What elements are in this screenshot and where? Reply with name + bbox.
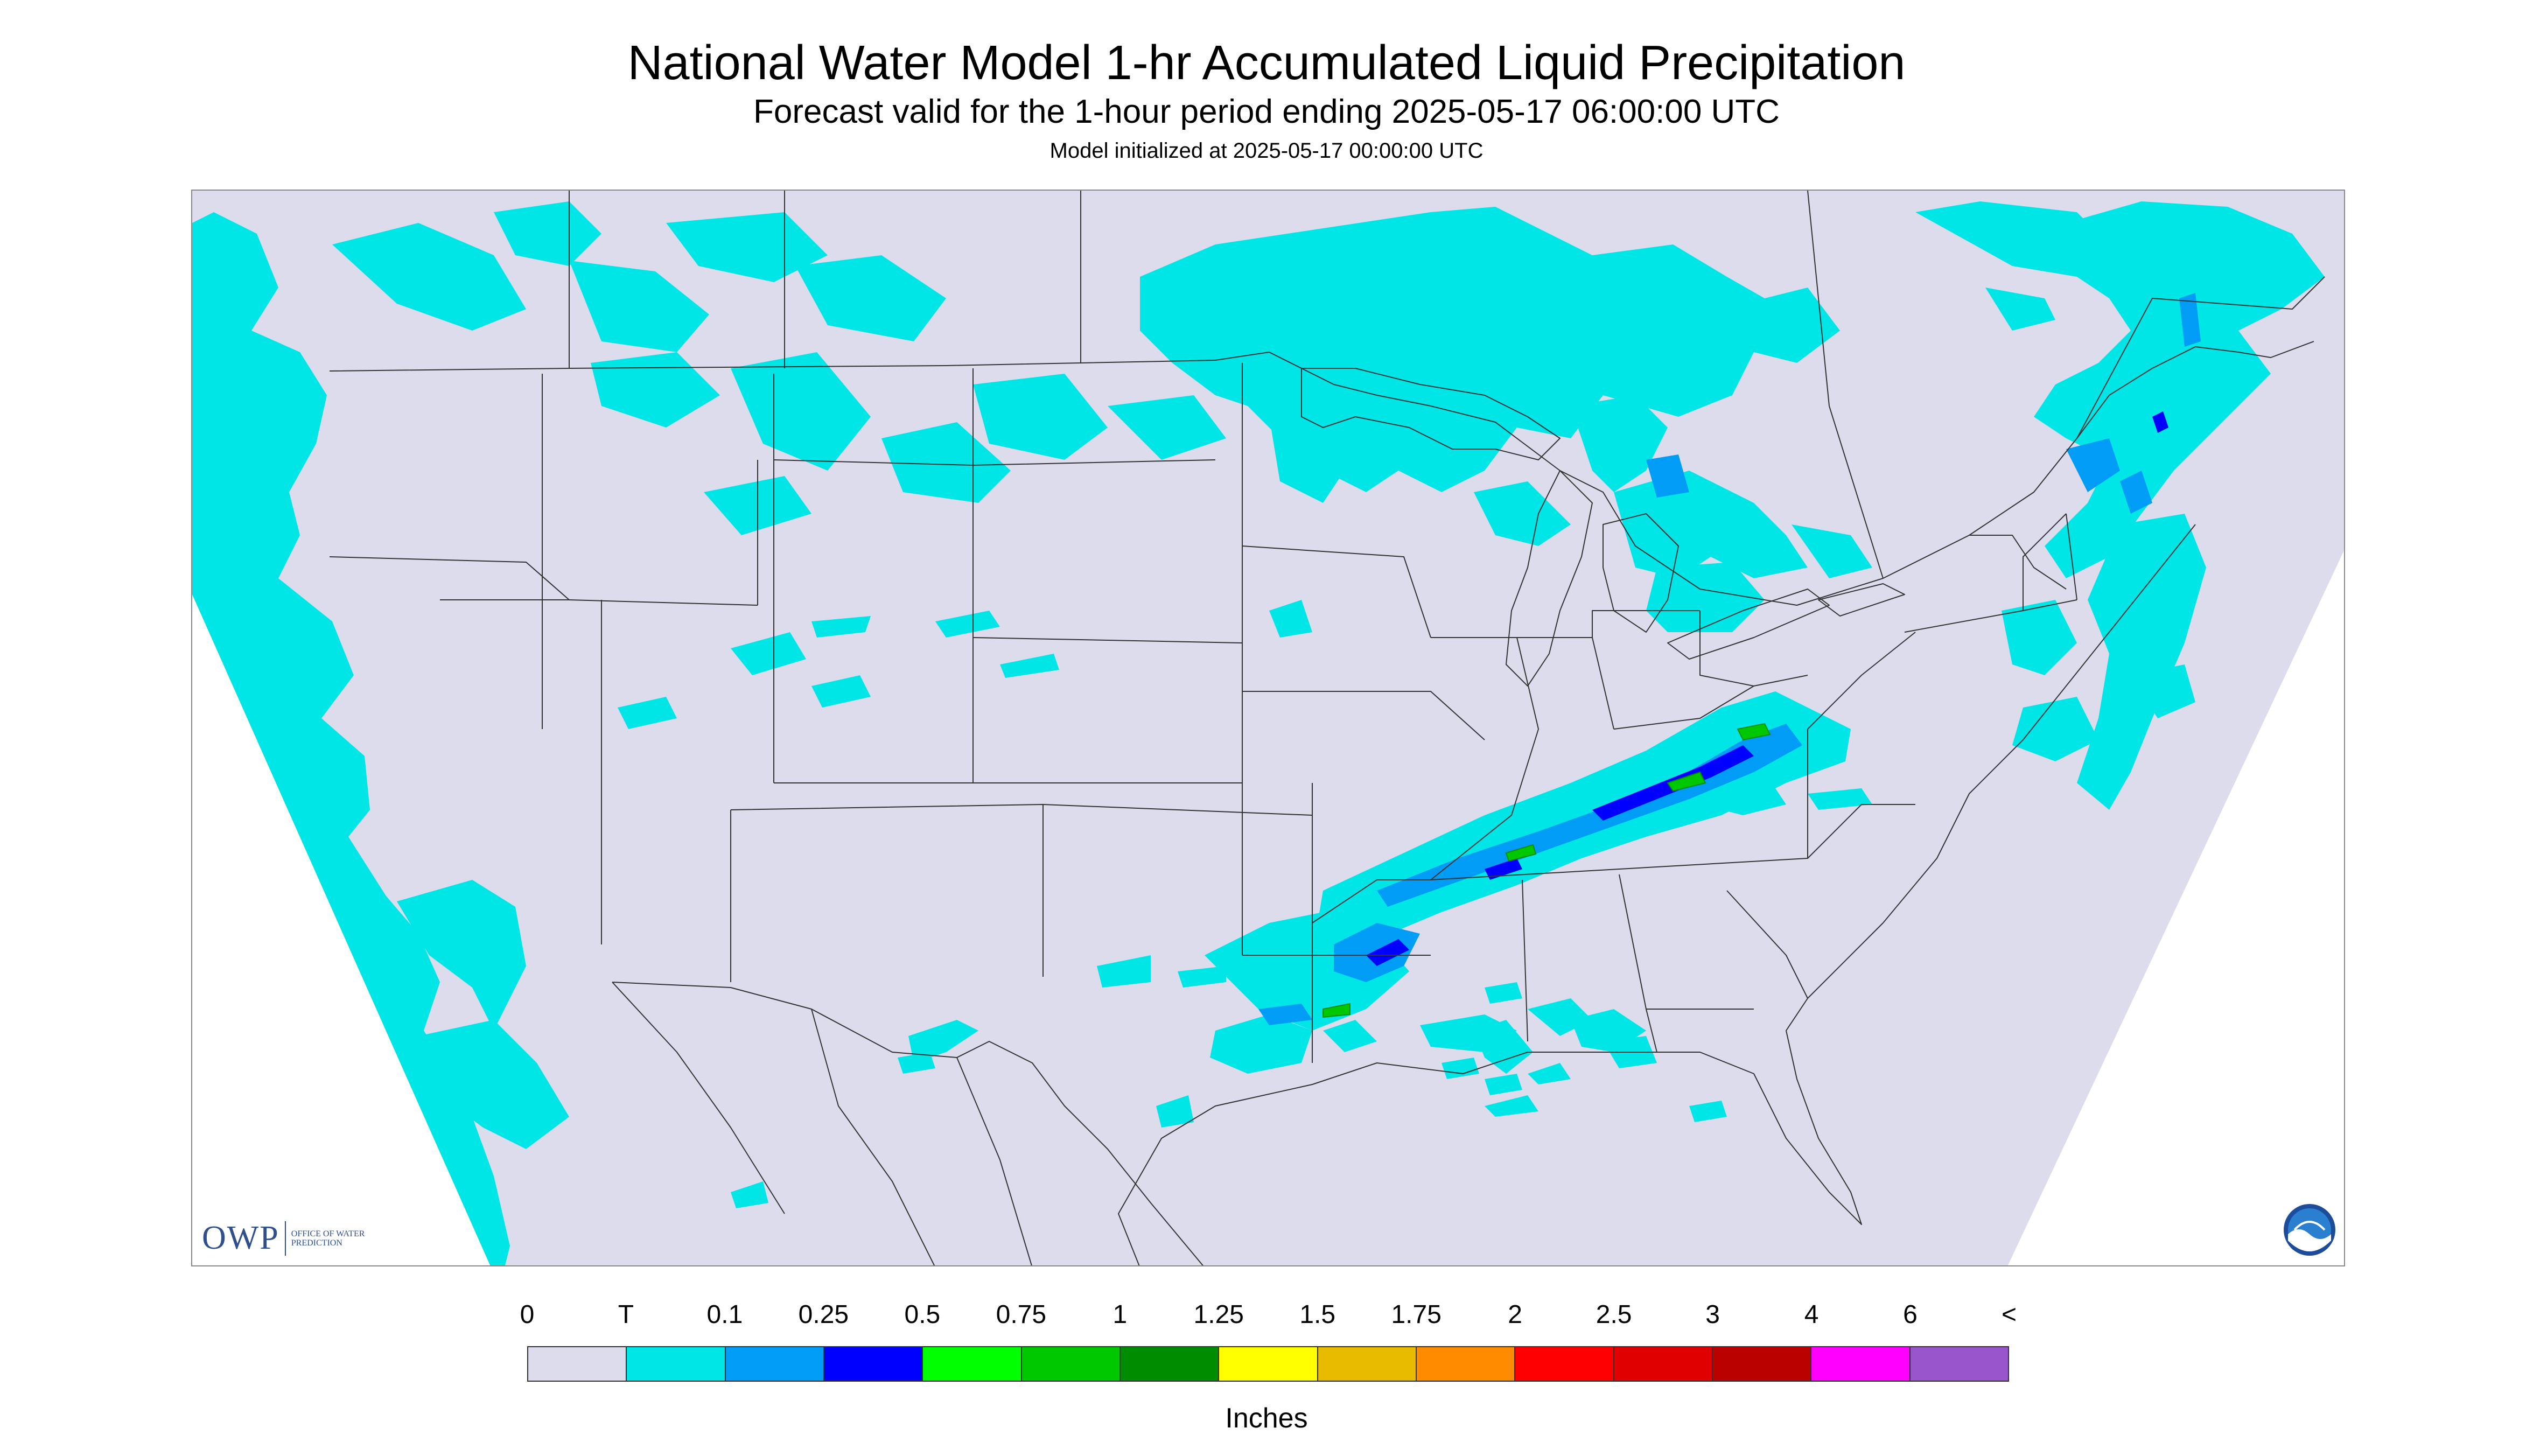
owp-logo-divider — [284, 1221, 286, 1256]
political-boundaries — [329, 191, 2325, 1265]
model-domain — [192, 191, 2344, 1265]
legend-swatch — [1120, 1347, 1220, 1381]
legend-swatch — [1910, 1347, 2008, 1381]
legend-swatch — [824, 1347, 923, 1381]
legend-tick-label: 4 — [1804, 1300, 1819, 1329]
legend-tick-label: T — [618, 1300, 634, 1329]
legend-swatch — [1811, 1347, 1911, 1381]
model-init-note: Model initialized at 2025-05-17 00:00:00… — [1049, 139, 1484, 163]
legend-tick-label: 3 — [1705, 1300, 1720, 1329]
precip-light-areas — [192, 201, 2325, 1265]
legend-swatch — [1416, 1347, 1516, 1381]
owp-logo-abbrev: OWP — [202, 1220, 279, 1256]
legend-swatch — [1712, 1347, 1812, 1381]
legend-tick-label: < — [2001, 1300, 2017, 1329]
legend-tick-label: 0.5 — [904, 1300, 941, 1329]
legend-tick-label: 0.25 — [798, 1300, 849, 1329]
legend-swatch — [1318, 1347, 1417, 1381]
owp-logo: OWP OFFICE OF WATER PREDICTION — [202, 1219, 367, 1257]
precip-very-heavy-areas — [1323, 723, 1771, 1018]
precipitation-map: OWP OFFICE OF WATER PREDICTION — [191, 190, 2345, 1266]
legend-colorbar — [527, 1346, 2009, 1382]
legend-tick-labels: 0 T 0.1 0.25 0.5 0.75 1 1.25 1.5 1.75 2 2.5 3 4 6 < — [0, 1300, 2533, 1332]
legend-tick-label: 2 — [1508, 1300, 1523, 1329]
map-subtitle: Forecast valid for the 1-hour period end… — [753, 93, 1780, 130]
legend-tick-label: 1 — [1112, 1300, 1128, 1329]
legend-tick-label: 2.5 — [1596, 1300, 1632, 1329]
owp-logo-fullname: OFFICE OF WATER PREDICTION — [291, 1229, 365, 1248]
legend-tick-label: 0 — [520, 1300, 535, 1329]
legend-swatch — [1614, 1347, 1713, 1381]
legend-swatch — [1021, 1347, 1121, 1381]
legend-tick-label: 1.75 — [1391, 1300, 1442, 1329]
legend-units-label: Inches — [1225, 1403, 1308, 1434]
legend-tick-label: 1.25 — [1193, 1300, 1244, 1329]
legend-tick-label: 0.75 — [996, 1300, 1047, 1329]
legend-swatch — [528, 1347, 627, 1381]
map-title: National Water Model 1-hr Accumulated Li… — [627, 36, 1906, 90]
legend-tick-label: 6 — [1903, 1300, 1918, 1329]
legend-swatch — [1515, 1347, 1614, 1381]
legend-tick-label: 1.5 — [1299, 1300, 1336, 1329]
legend-swatch — [1219, 1347, 1318, 1381]
legend-swatch — [923, 1347, 1022, 1381]
noaa-logo — [2284, 1204, 2335, 1256]
legend-swatch — [627, 1347, 726, 1381]
legend-swatch — [725, 1347, 824, 1381]
map-canvas — [192, 191, 2344, 1265]
legend-tick-label: 0.1 — [706, 1300, 743, 1329]
